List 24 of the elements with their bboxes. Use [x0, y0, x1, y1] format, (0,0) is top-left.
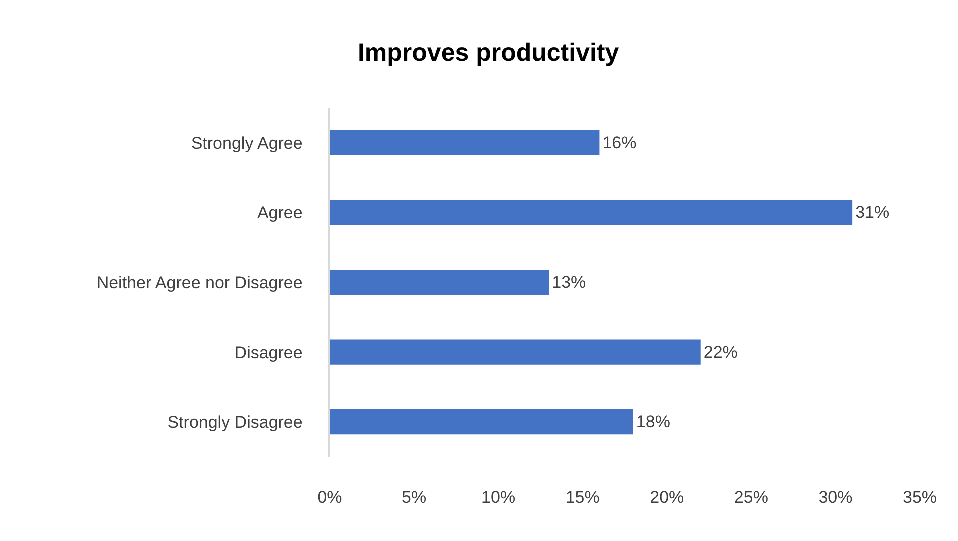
bar	[330, 340, 701, 365]
data-label: 13%	[552, 273, 586, 292]
data-label: 18%	[636, 412, 670, 432]
bar	[330, 410, 634, 435]
x-tick-label: 30%	[818, 488, 853, 507]
y-tick-label: Neither Agree nor Disagree	[96, 273, 303, 292]
y-tick-label: Strongly Agree	[191, 134, 303, 153]
x-tick-label: 5%	[402, 488, 427, 507]
y-tick-label: Disagree	[234, 343, 303, 362]
data-label: 31%	[856, 203, 890, 222]
x-tick-label: 10%	[482, 488, 516, 507]
x-tick-label: 0%	[318, 488, 342, 507]
data-label: 22%	[704, 342, 738, 362]
x-tick-label: 35%	[902, 488, 938, 507]
bar	[330, 270, 550, 296]
data-label: 16%	[602, 133, 637, 152]
bar	[330, 200, 853, 226]
y-tick-label: Strongly Disagree	[168, 413, 303, 432]
x-tick-label: 15%	[566, 488, 600, 507]
chart-title: Improves productivity	[358, 38, 620, 67]
x-tick-label: 20%	[650, 488, 684, 507]
bar	[330, 130, 600, 156]
x-tick-label: 25%	[734, 488, 768, 507]
y-tick-label: Agree	[257, 204, 303, 223]
